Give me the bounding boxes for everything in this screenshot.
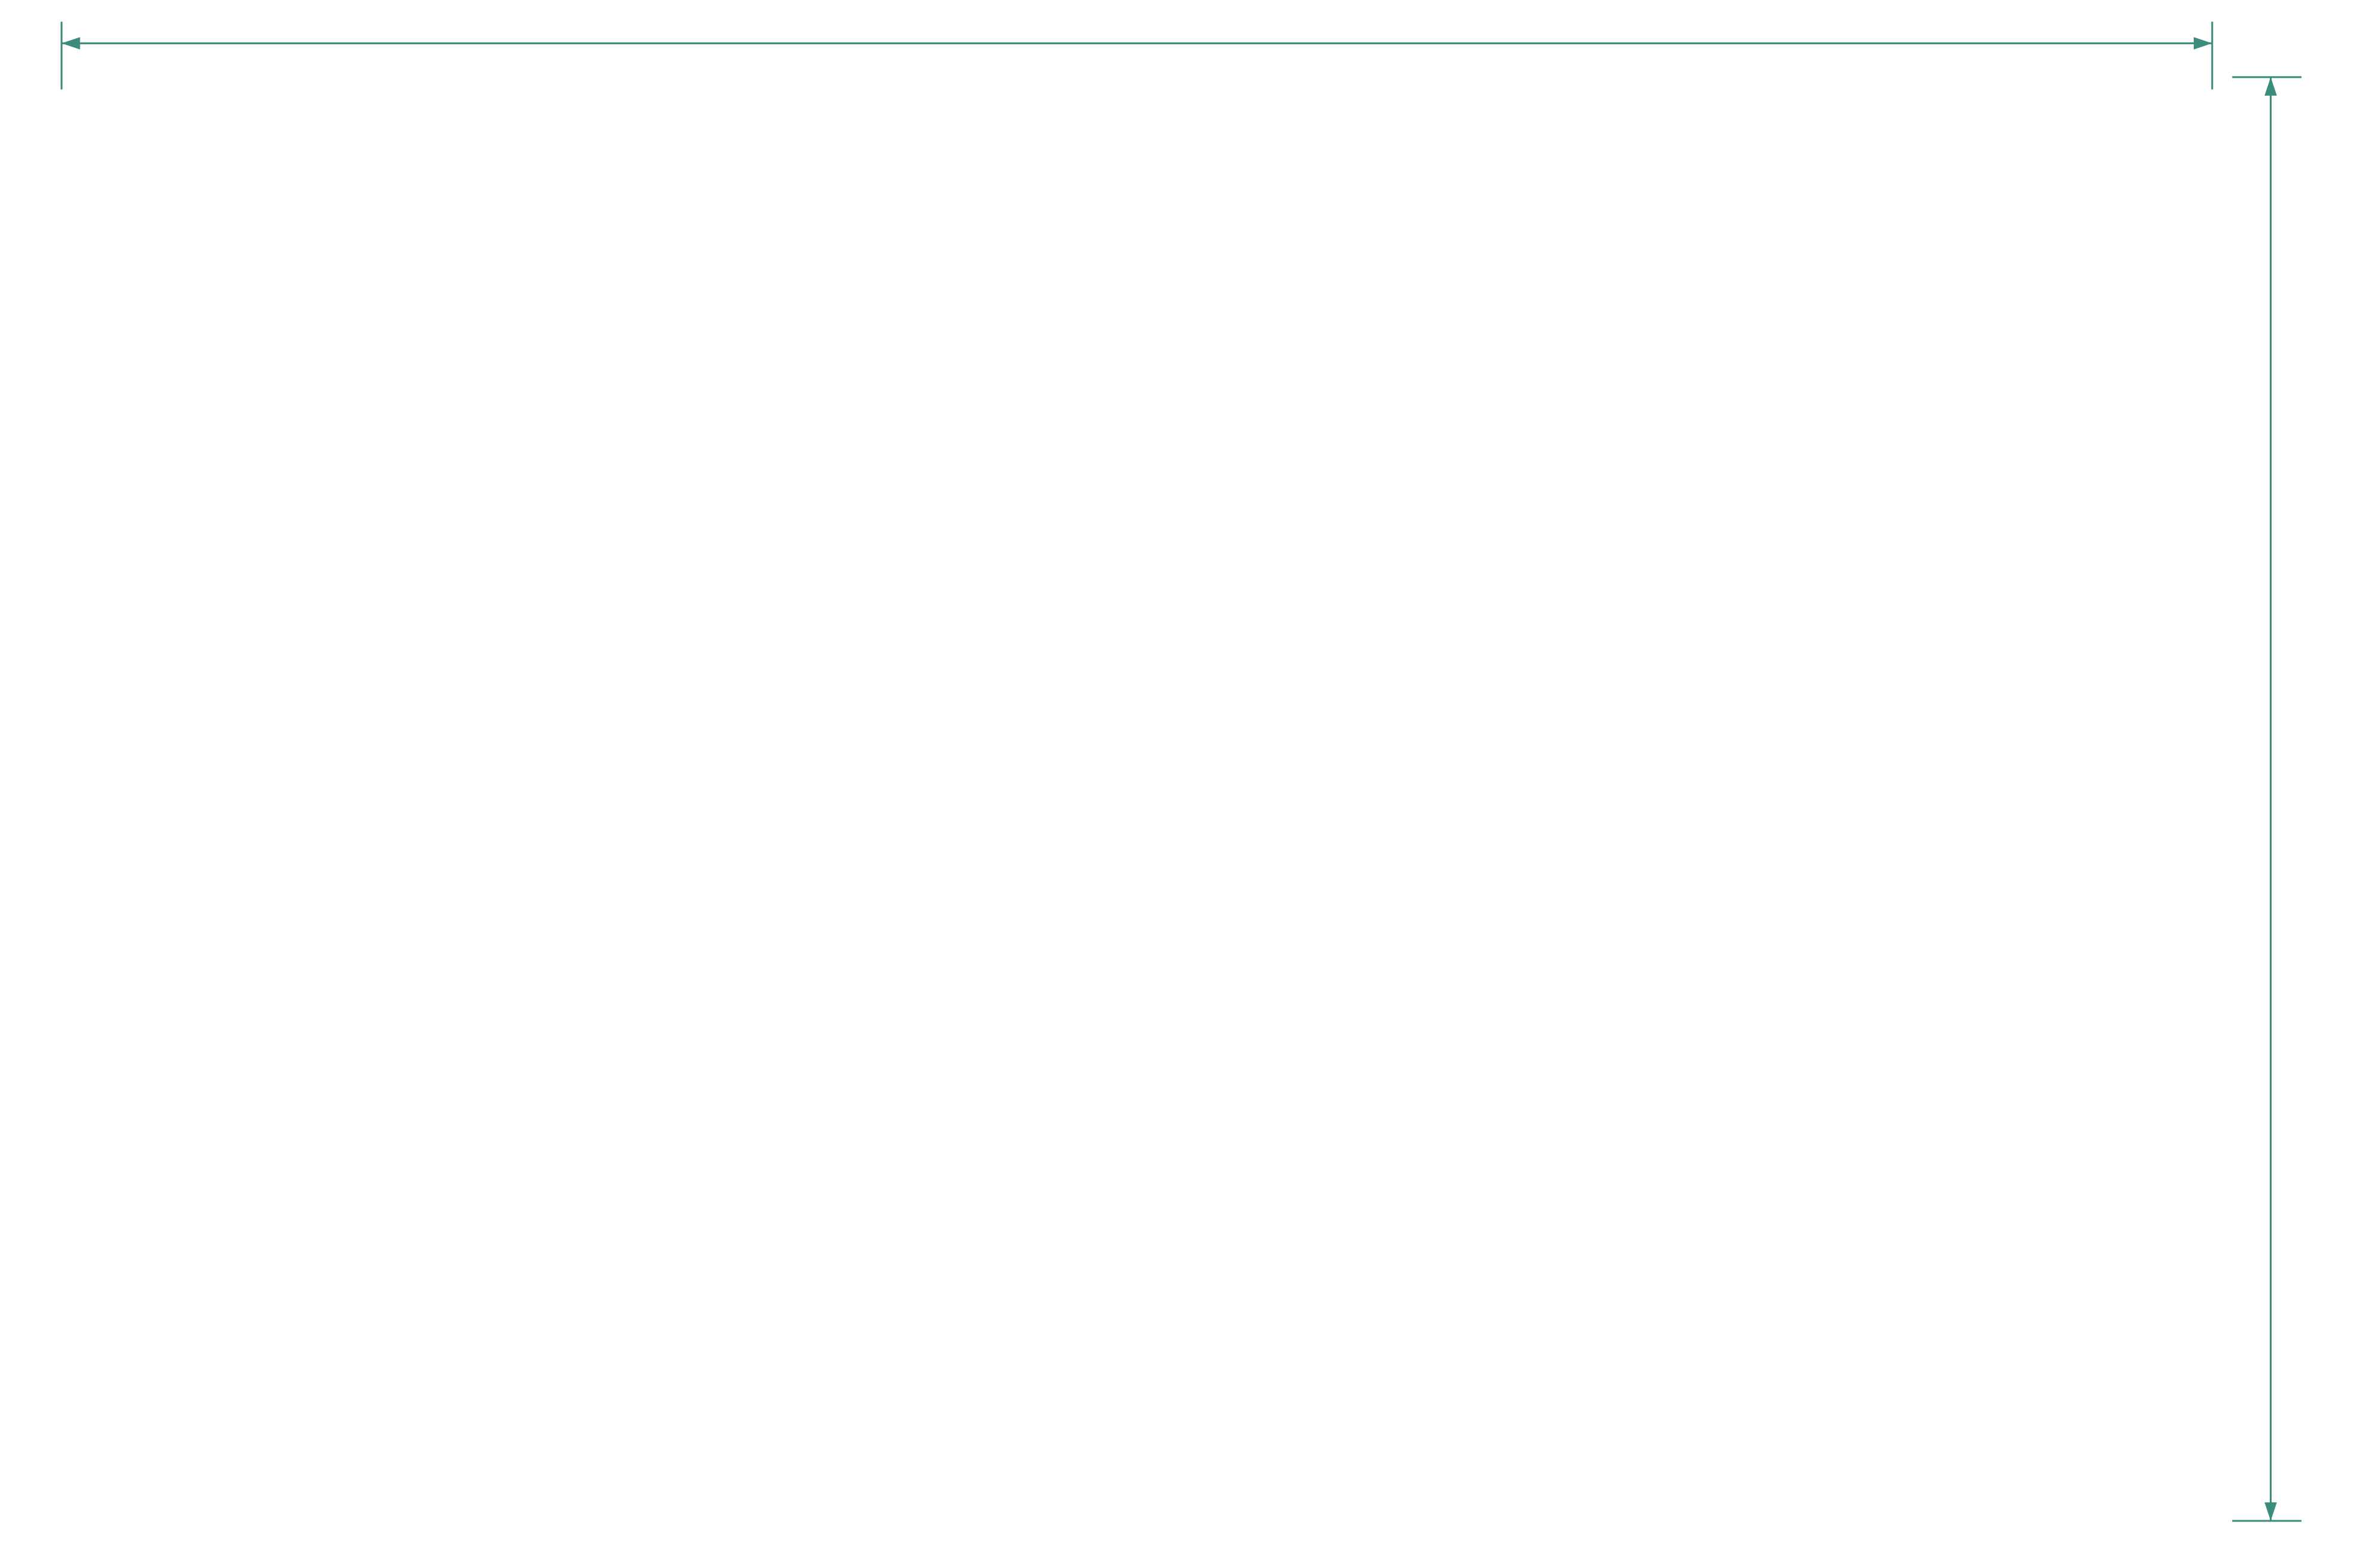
- height-dimension: [2232, 76, 2302, 1522]
- width-dimension: [60, 22, 2214, 90]
